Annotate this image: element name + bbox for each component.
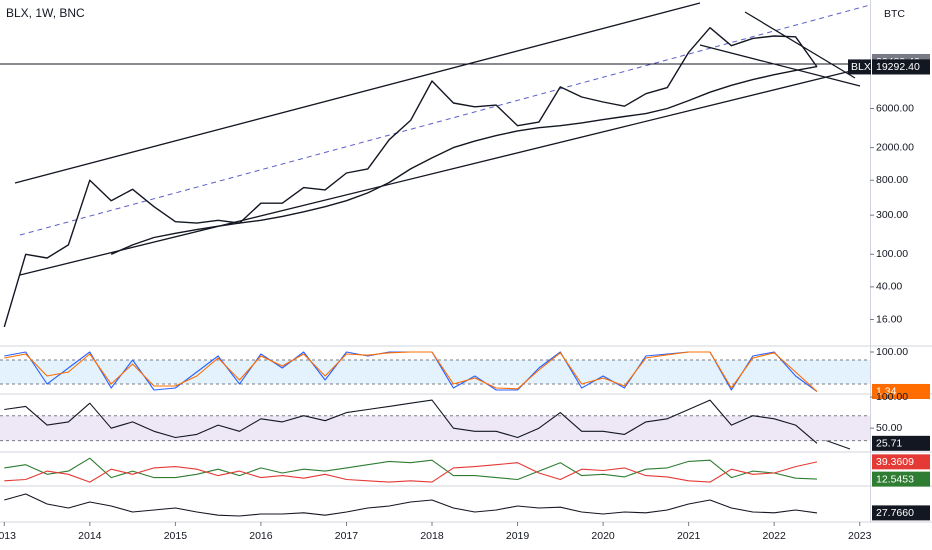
currency: BTC xyxy=(884,8,905,20)
value-box-label: 1.34 xyxy=(876,386,897,398)
y-tick-label: 2000.00 xyxy=(876,141,914,153)
symbol-title: BLX, 1W, BNC xyxy=(6,6,85,20)
x-tick-label: 2015 xyxy=(164,530,188,542)
value-box: 19292.40 xyxy=(872,59,930,75)
series-line xyxy=(4,461,818,483)
series-line xyxy=(4,457,818,481)
band xyxy=(0,415,870,441)
value-box-label: 19292.40 xyxy=(876,61,920,73)
value-box-bg xyxy=(872,435,930,451)
value-box: 39.3609 xyxy=(872,454,930,470)
y-tick-label: 50.00 xyxy=(876,422,902,434)
value-box: 27.7660 xyxy=(872,505,930,521)
x-tick-label: 2018 xyxy=(420,530,444,542)
value-box-label: 12.5453 xyxy=(876,473,914,485)
separators xyxy=(0,0,932,523)
value-box-bg xyxy=(872,454,930,470)
value-box-bg xyxy=(872,59,930,75)
series-line xyxy=(4,351,818,392)
value-box-bg xyxy=(872,383,930,399)
value-box-label: 25.71 xyxy=(876,438,902,450)
value-box: 1.34 xyxy=(872,383,930,399)
x-tick-label: 2020 xyxy=(591,530,615,542)
symbol-tag-label: BLX xyxy=(851,61,871,73)
x-tick-label: 2022 xyxy=(763,530,787,542)
y-tick-label: 800.00 xyxy=(876,174,908,186)
y-tick-label: 40.00 xyxy=(876,281,902,293)
value-box-bg xyxy=(872,471,930,487)
x-tick-label: 2017 xyxy=(335,530,359,542)
series-line xyxy=(4,399,818,444)
band xyxy=(0,360,870,384)
value-box: 12.5453 xyxy=(872,471,930,487)
value-box-bg xyxy=(872,505,930,521)
value-box-label: 27.7660 xyxy=(876,507,914,519)
y-tick-label: 300.00 xyxy=(876,209,908,221)
x-tick-label: 2023 xyxy=(848,530,872,542)
y-tick-label: 100.00 xyxy=(876,346,908,358)
x-tick-label: 2016 xyxy=(249,530,273,542)
value-box-label: 39.3609 xyxy=(876,456,914,468)
value-box: 25.71 xyxy=(872,435,930,451)
channel-lower xyxy=(19,69,856,276)
x-tick-label: 2013 xyxy=(0,530,16,542)
down-channel-lower xyxy=(699,44,861,87)
x-tick-label: 2019 xyxy=(506,530,530,542)
series-line xyxy=(3,27,818,328)
channel-upper xyxy=(14,2,701,184)
series-line xyxy=(4,493,818,517)
x-tick-label: 2021 xyxy=(677,530,701,542)
symbol-tag-bg xyxy=(848,59,871,75)
y-tick-label: 100.00 xyxy=(876,248,908,260)
symbol-tag: BLX xyxy=(848,59,871,75)
y-tick-label: 16.00 xyxy=(876,313,902,325)
down-channel-upper xyxy=(744,11,856,79)
y-tick-label: 100.00 xyxy=(876,391,908,403)
series-line xyxy=(110,65,818,255)
x-tick-label: 2014 xyxy=(78,530,102,542)
y-tick-label: 6000.00 xyxy=(876,102,914,114)
